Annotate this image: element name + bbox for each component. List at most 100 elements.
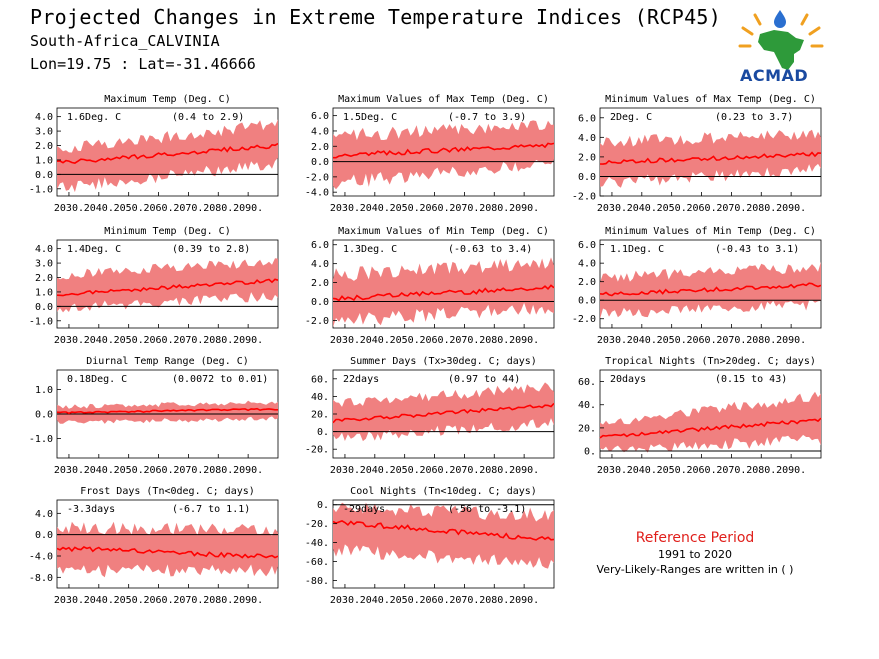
x-tick-label: 2040. — [84, 203, 114, 214]
chart-panel: 60. 40. 20. 0.2030. 2040. 2050. 2060. 2070. 2080… — [578, 356, 822, 476]
x-tick-label: 2080. — [746, 335, 776, 346]
x-tick-label: 2040. — [360, 203, 390, 214]
x-tick-label: 2090. — [776, 335, 806, 346]
mean-value-label: 22days — [343, 374, 379, 385]
series-line — [56, 407, 278, 415]
y-tick-label: 6.0 — [578, 240, 596, 251]
y-tick-label: 2.0 — [35, 273, 53, 284]
y-tick-label: -80. — [305, 576, 329, 587]
y-tick-label: -4.0 — [305, 188, 329, 199]
acmad-logo-text: ACMAD — [740, 66, 809, 85]
x-tick-label: 2040. — [627, 465, 657, 476]
mean-value-label: -3.3days — [67, 504, 115, 515]
y-tick-label: 20. — [578, 423, 596, 434]
likely-range-label: (-0.63 to 3.4) — [448, 244, 532, 255]
y-tick-label: 60. — [311, 374, 329, 385]
x-tick-label: 2040. — [84, 335, 114, 346]
y-tick-label: 0. — [317, 427, 329, 438]
x-tick-label: 2060. — [419, 465, 449, 476]
series-line — [333, 142, 555, 159]
y-tick-label: 0.0 — [35, 530, 53, 541]
chart-title: Minimum Temp (Deg. C) — [104, 226, 230, 237]
mean-value-label: 1.1Deg. C — [610, 244, 664, 255]
uncertainty-band — [57, 258, 278, 313]
x-tick-label: 2030. — [330, 203, 360, 214]
chart-title: Tropical Nights (Tn>20deg. C; days) — [605, 356, 816, 367]
x-tick-label: 2050. — [114, 335, 144, 346]
uncertainty-band — [333, 502, 554, 569]
y-tick-label: 4.0 — [35, 244, 53, 255]
y-tick-label: 0.0 — [35, 410, 53, 421]
x-tick-label: 2050. — [657, 203, 687, 214]
y-tick-label: -2.0 — [305, 172, 329, 183]
x-tick-label: 2030. — [597, 335, 627, 346]
x-tick-label: 2050. — [390, 595, 420, 606]
chart-panel: 1.0 0.0 -1.0 2030. 2040. 2050. 2060. 2070. 2080.… — [29, 356, 279, 476]
x-tick-label: 2030. — [54, 465, 84, 476]
x-tick-label: 2090. — [233, 335, 263, 346]
x-tick-label: 2060. — [686, 465, 716, 476]
x-tick-label: 2090. — [233, 595, 263, 606]
x-tick-label: 2090. — [509, 335, 539, 346]
x-tick-label: 2050. — [114, 203, 144, 214]
y-tick-label: 2.0 — [578, 277, 596, 288]
series-line — [332, 284, 555, 302]
y-tick-label: 2.0 — [35, 141, 53, 152]
y-tick-label: -20. — [305, 445, 329, 456]
y-tick-label: 0. — [317, 500, 329, 511]
y-tick-label: 60. — [578, 377, 596, 388]
coordinates-label: Lon=19.75 : Lat=-31.46666 — [30, 55, 256, 73]
x-tick-label: 2050. — [390, 203, 420, 214]
x-tick-label: 2050. — [114, 595, 144, 606]
x-tick-label: 2080. — [479, 203, 509, 214]
y-tick-label: 6.0 — [311, 111, 329, 122]
y-tick-label: -1.0 — [29, 434, 53, 445]
water-drop-icon — [774, 10, 786, 28]
y-tick-label: 1.0 — [35, 287, 53, 298]
x-tick-label: 2050. — [390, 465, 420, 476]
y-tick-label: -20. — [305, 519, 329, 530]
mean-value-label: 1.6Deg. C — [67, 112, 121, 123]
y-tick-label: 0.0 — [578, 296, 596, 307]
x-tick-label: 2060. — [143, 465, 173, 476]
uncertainty-band — [600, 391, 821, 453]
x-tick-label: 2040. — [84, 595, 114, 606]
y-tick-label: 4.0 — [578, 133, 596, 144]
y-tick-label: 6.0 — [578, 113, 596, 124]
x-tick-label: 2040. — [360, 465, 390, 476]
series-line — [56, 278, 279, 297]
mean-value-label: 20days — [610, 374, 646, 385]
series-line — [332, 402, 555, 424]
mean-value-label: 1.5Deg. C — [343, 112, 397, 123]
y-tick-label: 4.0 — [311, 259, 329, 270]
x-tick-label: 2070. — [716, 335, 746, 346]
y-tick-label: 2.0 — [311, 142, 329, 153]
y-tick-label: -8.0 — [29, 573, 53, 584]
series-line — [599, 151, 822, 165]
likely-range-label: (0.15 to 43) — [715, 374, 787, 385]
likely-range-label: (-56 to -3.1) — [448, 504, 526, 515]
x-tick-label: 2080. — [479, 465, 509, 476]
x-tick-label: 2060. — [419, 335, 449, 346]
likely-range-label: (0.0072 to 0.01) — [172, 374, 268, 385]
reference-years: 1991 to 2020 — [657, 548, 733, 561]
likely-range-label: (0.23 to 3.7) — [715, 112, 793, 123]
x-tick-label: 2090. — [233, 203, 263, 214]
y-tick-label: 0.0 — [35, 170, 53, 181]
x-tick-label: 2080. — [479, 595, 509, 606]
x-tick-label: 2070. — [716, 203, 746, 214]
series-line — [332, 520, 555, 541]
likely-range-label: (-6.7 to 1.1) — [172, 504, 250, 515]
y-tick-label: 20. — [311, 410, 329, 421]
x-tick-label: 2070. — [449, 595, 479, 606]
x-tick-label: 2090. — [233, 465, 263, 476]
x-tick-label: 2070. — [449, 203, 479, 214]
x-tick-label: 2070. — [449, 335, 479, 346]
mean-value-label: -29days — [343, 504, 385, 515]
y-tick-label: 0.0 — [311, 297, 329, 308]
x-tick-label: 2090. — [509, 595, 539, 606]
location-label: South-Africa_CALVINIA — [30, 32, 220, 50]
